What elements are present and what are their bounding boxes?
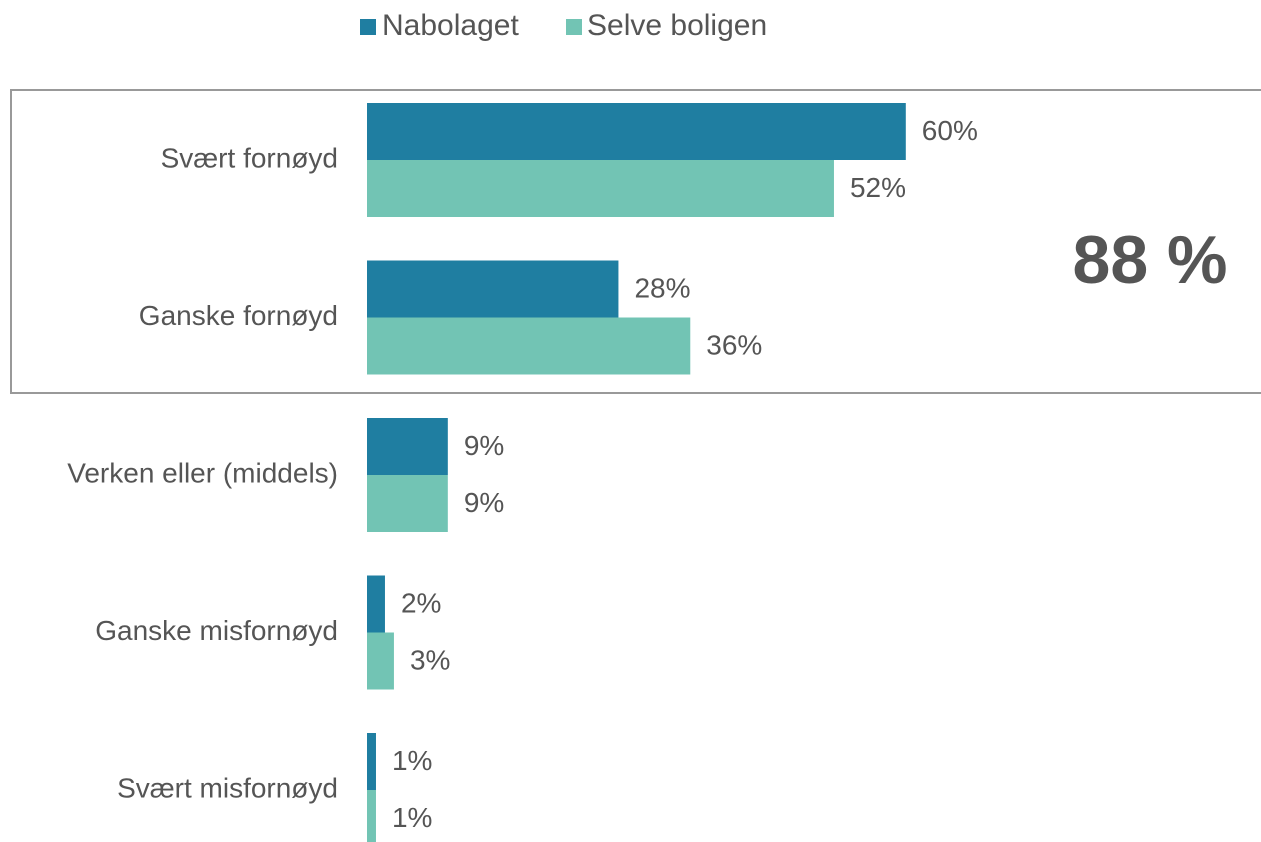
value-label: 2% — [401, 587, 441, 618]
category-label: Svært misfornøyd — [117, 772, 338, 803]
bar — [367, 733, 376, 790]
bar — [367, 317, 691, 375]
legend-swatch — [566, 19, 582, 35]
legend-swatch — [360, 19, 376, 35]
value-label: 9% — [464, 487, 504, 518]
bar — [367, 632, 394, 690]
value-label: 52% — [850, 172, 906, 203]
value-label: 9% — [464, 430, 504, 461]
legend-label: Nabolaget — [382, 9, 519, 42]
bar — [367, 575, 385, 633]
category-label: Svært fornøyd — [161, 142, 338, 173]
annotation: 88 % — [1073, 222, 1228, 298]
bar — [367, 260, 619, 318]
value-label: 1% — [392, 802, 432, 833]
bar — [367, 103, 906, 160]
category-label: Verken eller (middels) — [67, 457, 338, 488]
highlight-box — [10, 89, 1261, 394]
value-label: 36% — [706, 329, 762, 360]
legend-label: Selve boligen — [587, 9, 767, 42]
value-label: 60% — [922, 115, 978, 146]
bar — [367, 475, 448, 532]
category-label: Ganske misfornøyd — [95, 615, 338, 646]
bar — [367, 160, 834, 217]
bar — [367, 790, 376, 842]
category-label: Ganske fornøyd — [139, 300, 338, 331]
value-label: 3% — [410, 644, 450, 675]
value-label: 28% — [634, 272, 690, 303]
value-label: 1% — [392, 745, 432, 776]
bar — [367, 418, 448, 475]
